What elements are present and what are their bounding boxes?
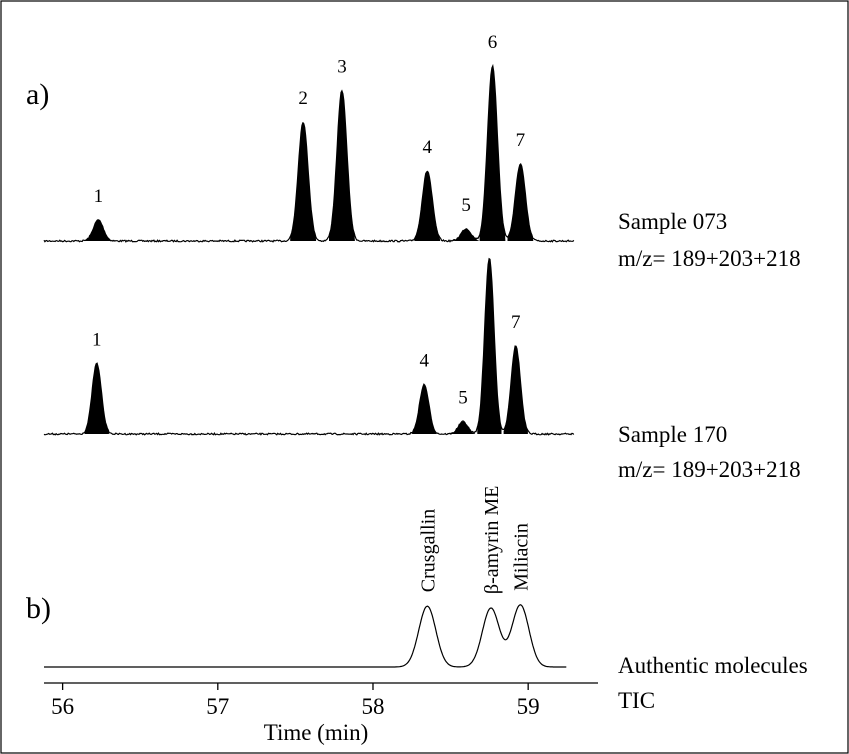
peak-label-1-4: 4	[419, 351, 429, 372]
peak-0-3	[329, 90, 355, 241]
trace-line-2	[44, 604, 567, 668]
compound-label-crusgallin: Crusgallin	[417, 509, 439, 592]
x-tick-label-57: 57	[206, 694, 229, 719]
trace-name-sample-073: Sample 073	[618, 209, 727, 234]
peak-label-0-1: 1	[94, 186, 104, 207]
compound-label-amyrinme: β-amyrin ME	[481, 486, 503, 595]
peak-label-0-3: 3	[337, 57, 347, 78]
trace-line-1	[43, 257, 575, 436]
peak-1-5	[450, 421, 476, 434]
peak-label-1-6: 6	[485, 224, 495, 245]
peak-0-2	[290, 122, 317, 241]
x-axis: 56 57 58 59	[44, 682, 598, 719]
peak-0-7	[507, 164, 534, 241]
peak-1-4	[412, 384, 437, 434]
peak-label-0-4: 4	[423, 137, 433, 158]
peak-label-1-5: 5	[458, 388, 468, 409]
trace-descriptor-sample-073: m/z= 189+203+218	[618, 246, 801, 271]
peak-label-0-7: 7	[516, 130, 526, 151]
peak-1-1	[84, 363, 109, 434]
compound-label-miliacin: Miliacin	[510, 523, 532, 591]
peak-1-6	[477, 258, 502, 434]
x-tick-label-59: 59	[517, 694, 540, 719]
trace-name-authentic: Authentic molecules	[618, 653, 808, 678]
peak-0-6	[479, 66, 506, 241]
peak-label-0-5: 5	[461, 195, 471, 216]
trace-name-sample-170: Sample 170	[618, 422, 727, 447]
peak-label-1-1: 1	[92, 330, 102, 351]
peak-0-5	[453, 228, 479, 241]
trace-descriptor-sample-170: m/z= 189+203+218	[618, 457, 801, 482]
x-tick-label-56: 56	[51, 694, 74, 719]
panel-label-a: a)	[26, 78, 49, 111]
x-axis-label: Time (min)	[264, 720, 369, 745]
peak-label-1-7: 7	[511, 312, 521, 333]
panel-label-b: b)	[26, 592, 51, 625]
peak-label-0-2: 2	[298, 88, 308, 109]
trace-descriptor-tic: TIC	[618, 688, 655, 713]
peak-0-1	[85, 220, 112, 241]
x-tick-label-58: 58	[361, 694, 384, 719]
peak-0-4	[414, 171, 441, 241]
peak-label-0-6: 6	[488, 32, 498, 53]
trace-line-0	[43, 63, 575, 243]
peak-1-7	[503, 346, 528, 434]
